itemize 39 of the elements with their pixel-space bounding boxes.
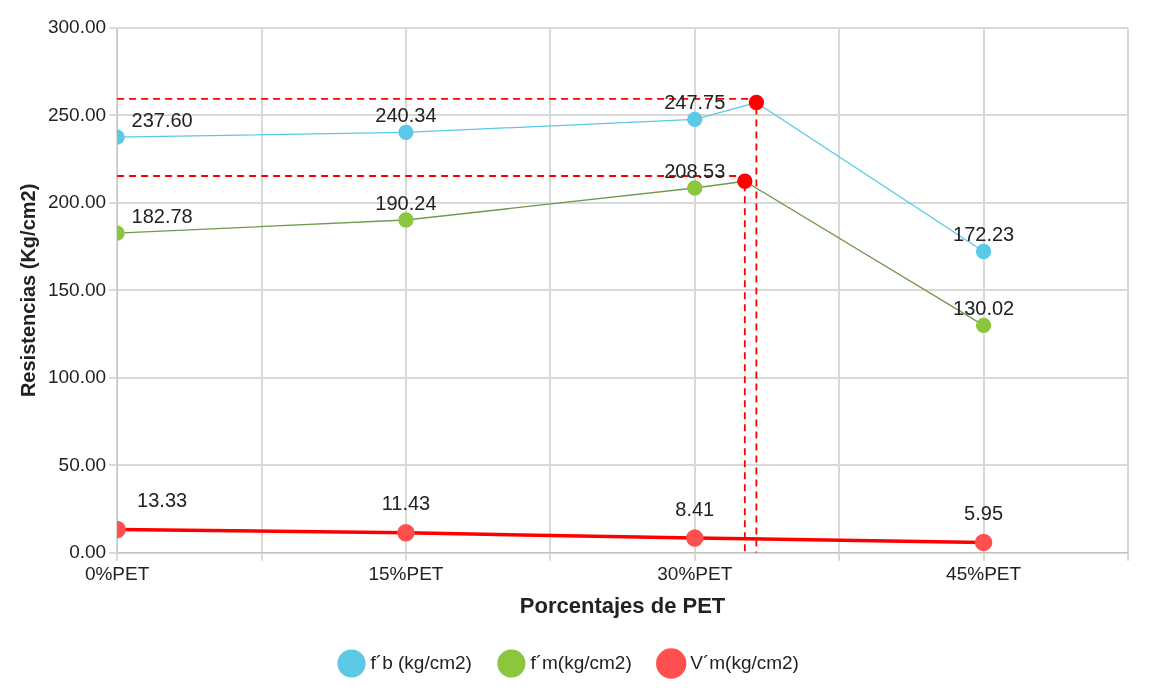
data-label: 237.60 xyxy=(131,108,193,131)
point xyxy=(737,173,753,189)
point xyxy=(687,111,703,128)
x-tick-label: 30%PET xyxy=(657,563,733,585)
y-tick-label: 100.00 xyxy=(47,366,107,388)
legend-label: V´m(kg/cm2) xyxy=(690,651,799,673)
x-axis-title: Porcentajes de PET xyxy=(519,592,726,618)
point xyxy=(748,94,765,111)
point xyxy=(398,124,414,141)
point xyxy=(398,212,414,228)
data-label: 182.78 xyxy=(131,204,193,227)
data-label: 172.23 xyxy=(953,223,1015,246)
point xyxy=(975,243,992,260)
point xyxy=(687,180,703,196)
data-label: 190.24 xyxy=(375,191,437,214)
y-tick-label: 50.00 xyxy=(58,453,107,475)
data-label: 208.53 xyxy=(664,159,726,182)
point xyxy=(397,524,415,542)
y-tick-label: 150.00 xyxy=(47,278,107,300)
y-tick-label: 300.00 xyxy=(47,16,107,38)
y-tick-label: 250.00 xyxy=(47,103,107,125)
y-axis-title: Resistencias (Kg/cm2) xyxy=(16,183,39,398)
data-label: 8.41 xyxy=(675,497,715,520)
point xyxy=(974,533,993,552)
legend-label: f´b (kg/cm2) xyxy=(370,651,472,673)
data-label: 13.33 xyxy=(137,489,188,511)
legend-label: f´m(kg/cm2) xyxy=(530,651,632,673)
data-label: 5.95 xyxy=(964,501,1004,524)
x-tick-label: 0%PET xyxy=(84,563,150,585)
y-tick-label: 200.00 xyxy=(47,191,107,213)
point xyxy=(686,529,704,547)
data-label: 11.43 xyxy=(381,492,431,515)
data-label: 130.02 xyxy=(953,296,1015,319)
data-label: 247.75 xyxy=(664,90,726,113)
x-tick-label: 45%PET xyxy=(946,563,1022,585)
y-tick-label: 0.00 xyxy=(69,541,107,563)
data-label: 240.34 xyxy=(375,103,437,126)
point xyxy=(975,317,992,333)
x-tick-label: 15%PET xyxy=(368,563,444,585)
